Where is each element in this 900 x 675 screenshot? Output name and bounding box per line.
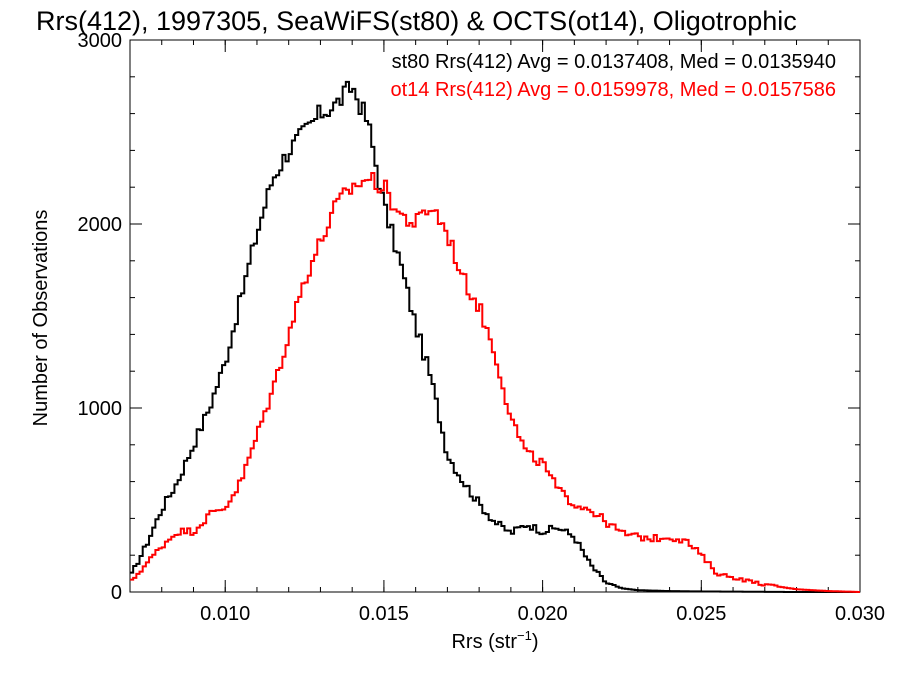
x-axis-label-text: Rrs (str [451,631,517,653]
x-axis: 0.010 0.015 0.020 0.025 0.030 [129,40,885,625]
y-tick-label: 3000 [78,30,123,52]
x-axis-label-close: ) [532,631,539,653]
x-tick-label: 0.010 [200,603,250,625]
x-axis-label-superscript: −1 [517,628,532,643]
x-tick-label: 0.015 [359,603,409,625]
series-lines [130,80,860,593]
y-tick-label: 0 [111,582,122,604]
y-tick-label: 2000 [78,214,123,236]
series-line-st80 [130,80,860,593]
legend-entry-ot14: ot14 Rrs(412) Avg = 0.0159978, Med = 0.0… [390,79,836,101]
y-axis-label: Number of Observations [30,210,52,427]
plot-border [129,39,861,593]
y-tick-label: 1000 [78,398,123,420]
x-tick-label: 0.025 [676,603,726,625]
x-axis-label: Rrs (str−1) [451,628,538,653]
chart-title: Rrs(412), 1997305, SeaWiFS(st80) & OCTS(… [36,6,797,36]
series-line-ot14 [130,172,860,593]
x-tick-label: 0.030 [835,603,885,625]
legend-entry-st80: st80 Rrs(412) Avg = 0.0137408, Med = 0.0… [392,51,836,73]
x-tick-label: 0.020 [518,603,568,625]
plot-frame [129,39,861,593]
y-axis: 0 1000 2000 3000 [78,30,860,604]
